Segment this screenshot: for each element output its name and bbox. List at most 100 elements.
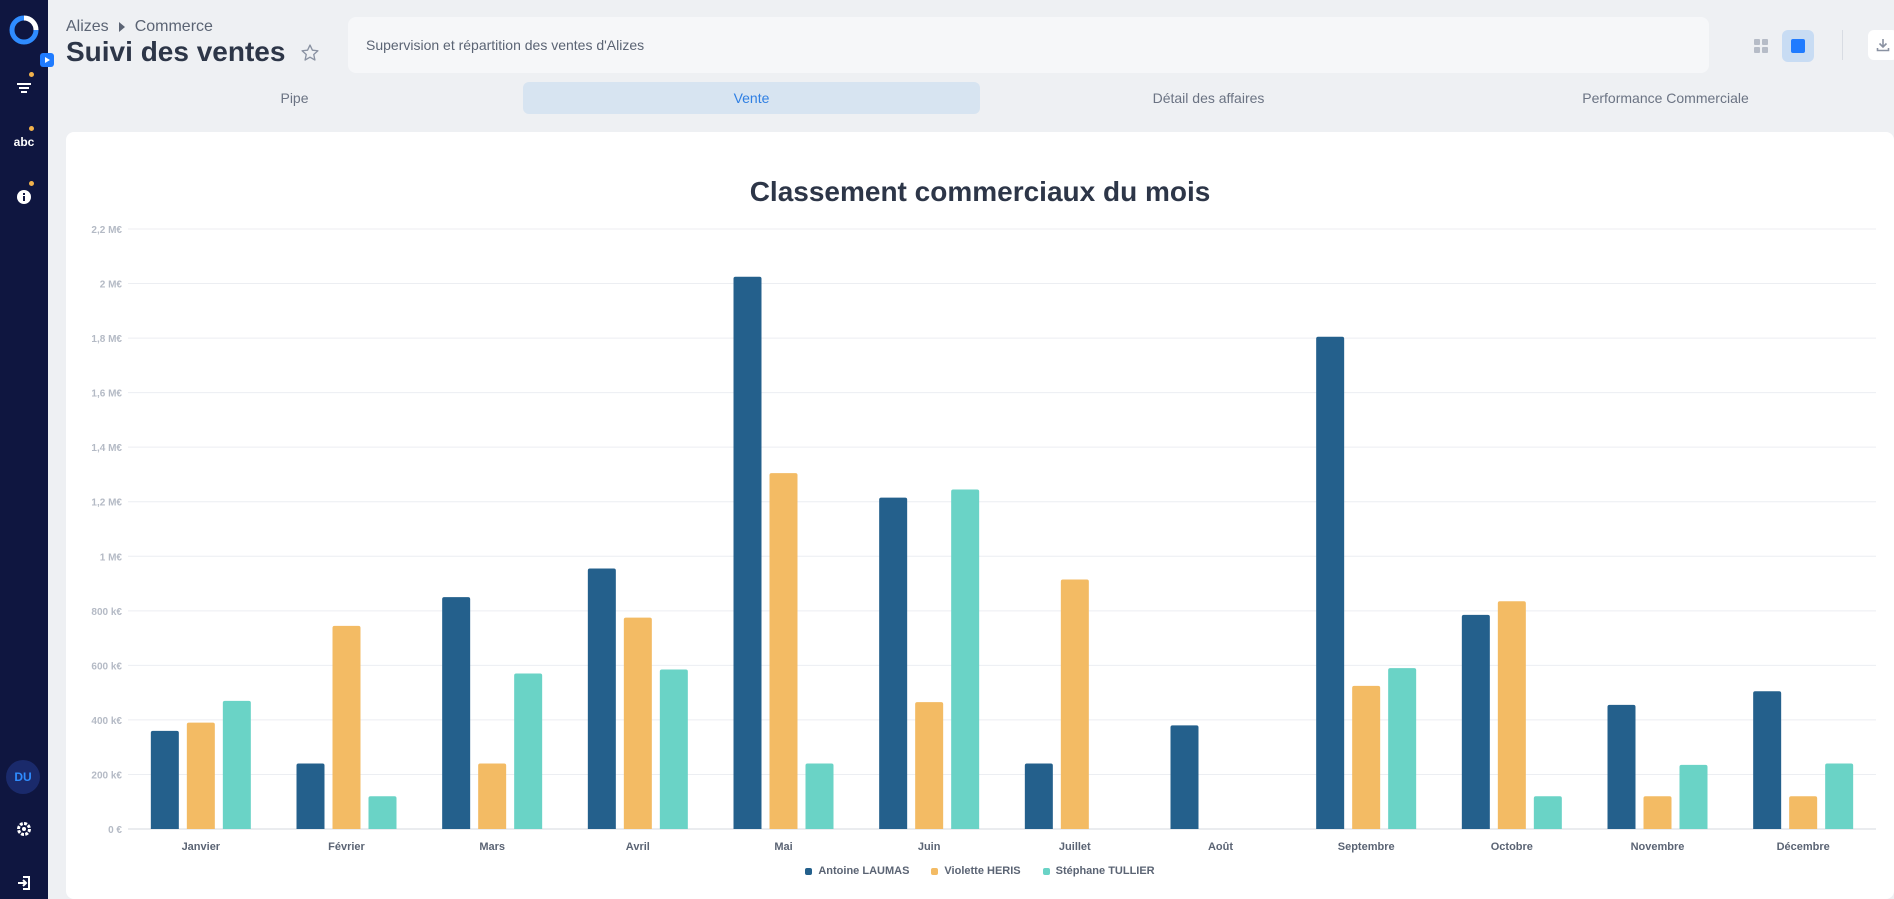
description-text: Supervision et répartition des ventes d'… — [366, 37, 645, 53]
page-title: Suivi des ventes — [66, 36, 286, 67]
bar-chart: 0 € 200 k€ 400 k€ 600 k€ 800 k€ 1 M€ 1,2 M€ 1,4… — [91, 225, 1876, 853]
chart-legend: Antoine LAUMAS Violette HERIS Stéphane T… — [66, 865, 1894, 877]
bar[interactable] — [1316, 336, 1345, 829]
x-tick-label: Mars — [479, 841, 505, 853]
bar[interactable] — [1388, 668, 1417, 829]
bar[interactable] — [1024, 763, 1053, 829]
bar[interactable] — [915, 702, 944, 829]
y-tick-label: 1 M€ — [100, 552, 123, 563]
expand-sidebar-button[interactable] — [40, 53, 54, 67]
y-tick-label: 2 M€ — [100, 280, 123, 291]
x-tick-label: Janvier — [182, 841, 221, 853]
avatar[interactable]: DU — [6, 760, 40, 794]
y-tick-label: 800 k€ — [91, 607, 122, 618]
breadcrumb-item[interactable]: Alizes — [66, 18, 109, 35]
logout-icon[interactable] — [0, 870, 48, 896]
bar[interactable] — [587, 568, 616, 829]
bar[interactable] — [659, 669, 688, 829]
bar[interactable] — [951, 489, 980, 829]
grid-icon — [1754, 39, 1768, 53]
chart-title: Classement commerciaux du mois — [749, 176, 1211, 207]
bar[interactable] — [1461, 614, 1490, 829]
x-tick-label: Juillet — [1059, 841, 1091, 853]
bar[interactable] — [1533, 796, 1562, 829]
tab-bar: Pipe Vente Détail des affaires Performan… — [66, 82, 1894, 114]
divider — [1842, 30, 1843, 60]
legend-swatch — [805, 867, 813, 875]
bar[interactable] — [186, 722, 215, 829]
bar[interactable] — [1352, 685, 1381, 829]
bar[interactable] — [368, 796, 397, 829]
bar[interactable] — [1170, 725, 1199, 829]
y-tick-label: 2,2 M€ — [91, 225, 122, 236]
abc-icon[interactable]: abc — [0, 126, 48, 155]
x-tick-label: Juin — [918, 841, 941, 853]
tab-vente[interactable]: Vente — [523, 82, 980, 114]
bar[interactable] — [879, 497, 908, 829]
bar[interactable] — [222, 700, 251, 829]
y-tick-label: 1,4 M€ — [91, 443, 122, 454]
y-tick-label: 200 k€ — [91, 770, 122, 781]
star-icon[interactable] — [300, 43, 320, 68]
x-tick-label: Novembre — [1631, 841, 1685, 853]
bar[interactable] — [296, 763, 325, 829]
notification-dot — [29, 181, 34, 186]
x-tick-label: Avril — [626, 841, 650, 853]
app-logo[interactable] — [0, 10, 48, 50]
notification-dot — [29, 126, 34, 131]
legend-swatch — [1042, 867, 1050, 875]
bar[interactable] — [1789, 796, 1818, 829]
y-tick-label: 1,2 M€ — [91, 498, 122, 509]
x-tick-label: Février — [328, 841, 365, 853]
y-tick-label: 1,8 M€ — [91, 334, 122, 345]
y-tick-label: 400 k€ — [91, 716, 122, 727]
legend-item[interactable]: Antoine LAUMAS — [805, 865, 909, 877]
single-view-button[interactable] — [1782, 30, 1814, 62]
bar[interactable] — [478, 763, 507, 829]
gear-icon[interactable] — [0, 816, 48, 842]
description-field: Supervision et répartition des ventes d'… — [348, 17, 1709, 73]
x-tick-label: Août — [1208, 841, 1233, 853]
bar[interactable] — [623, 617, 652, 829]
notification-dot — [29, 72, 34, 77]
sidebar: abc DU — [0, 0, 54, 899]
bar[interactable] — [332, 625, 361, 829]
chart-card: Classement commerciaux du mois 0 € 200 k€… — [66, 132, 1894, 899]
y-tick-label: 1,6 M€ — [91, 389, 122, 400]
bar[interactable] — [805, 763, 834, 829]
legend-label: Violette HERIS — [944, 865, 1021, 877]
bar[interactable] — [1607, 704, 1636, 829]
y-tick-label: 600 k€ — [91, 661, 122, 672]
legend-item[interactable]: Violette HERIS — [931, 865, 1021, 877]
bar[interactable] — [733, 276, 762, 829]
filter-icon[interactable] — [0, 72, 48, 101]
legend-label: Antoine LAUMAS — [818, 865, 910, 877]
breadcrumb: Alizes Commerce — [66, 18, 213, 36]
bar[interactable] — [514, 673, 543, 829]
square-icon — [1791, 39, 1805, 53]
breadcrumb-item[interactable]: Commerce — [134, 18, 213, 35]
legend-swatch — [931, 867, 939, 875]
download-button[interactable] — [1868, 30, 1894, 60]
bar[interactable] — [1825, 763, 1854, 829]
bar[interactable] — [442, 597, 471, 829]
legend-label: Stéphane TULLIER — [1055, 865, 1155, 877]
bar[interactable] — [1060, 579, 1089, 829]
bar[interactable] — [150, 730, 179, 829]
grid-view-button[interactable] — [1745, 30, 1777, 62]
tab-performance-commerciale[interactable]: Performance Commerciale — [1582, 90, 1749, 106]
x-tick-label: Mai — [774, 841, 792, 853]
legend-item[interactable]: Stéphane TULLIER — [1042, 865, 1155, 877]
tab-pipe[interactable]: Pipe — [280, 90, 309, 106]
bar[interactable] — [769, 473, 798, 829]
bar[interactable] — [1679, 764, 1708, 829]
download-icon — [1876, 39, 1890, 52]
x-tick-label: Décembre — [1777, 841, 1830, 853]
info-icon[interactable] — [0, 181, 48, 210]
bar[interactable] — [1497, 601, 1526, 829]
x-tick-label: Septembre — [1338, 841, 1395, 853]
tab-detail-des-affaires[interactable]: Détail des affaires — [1152, 90, 1265, 106]
bar[interactable] — [1643, 796, 1672, 829]
x-tick-label: Octobre — [1491, 841, 1533, 853]
bar[interactable] — [1753, 691, 1782, 829]
